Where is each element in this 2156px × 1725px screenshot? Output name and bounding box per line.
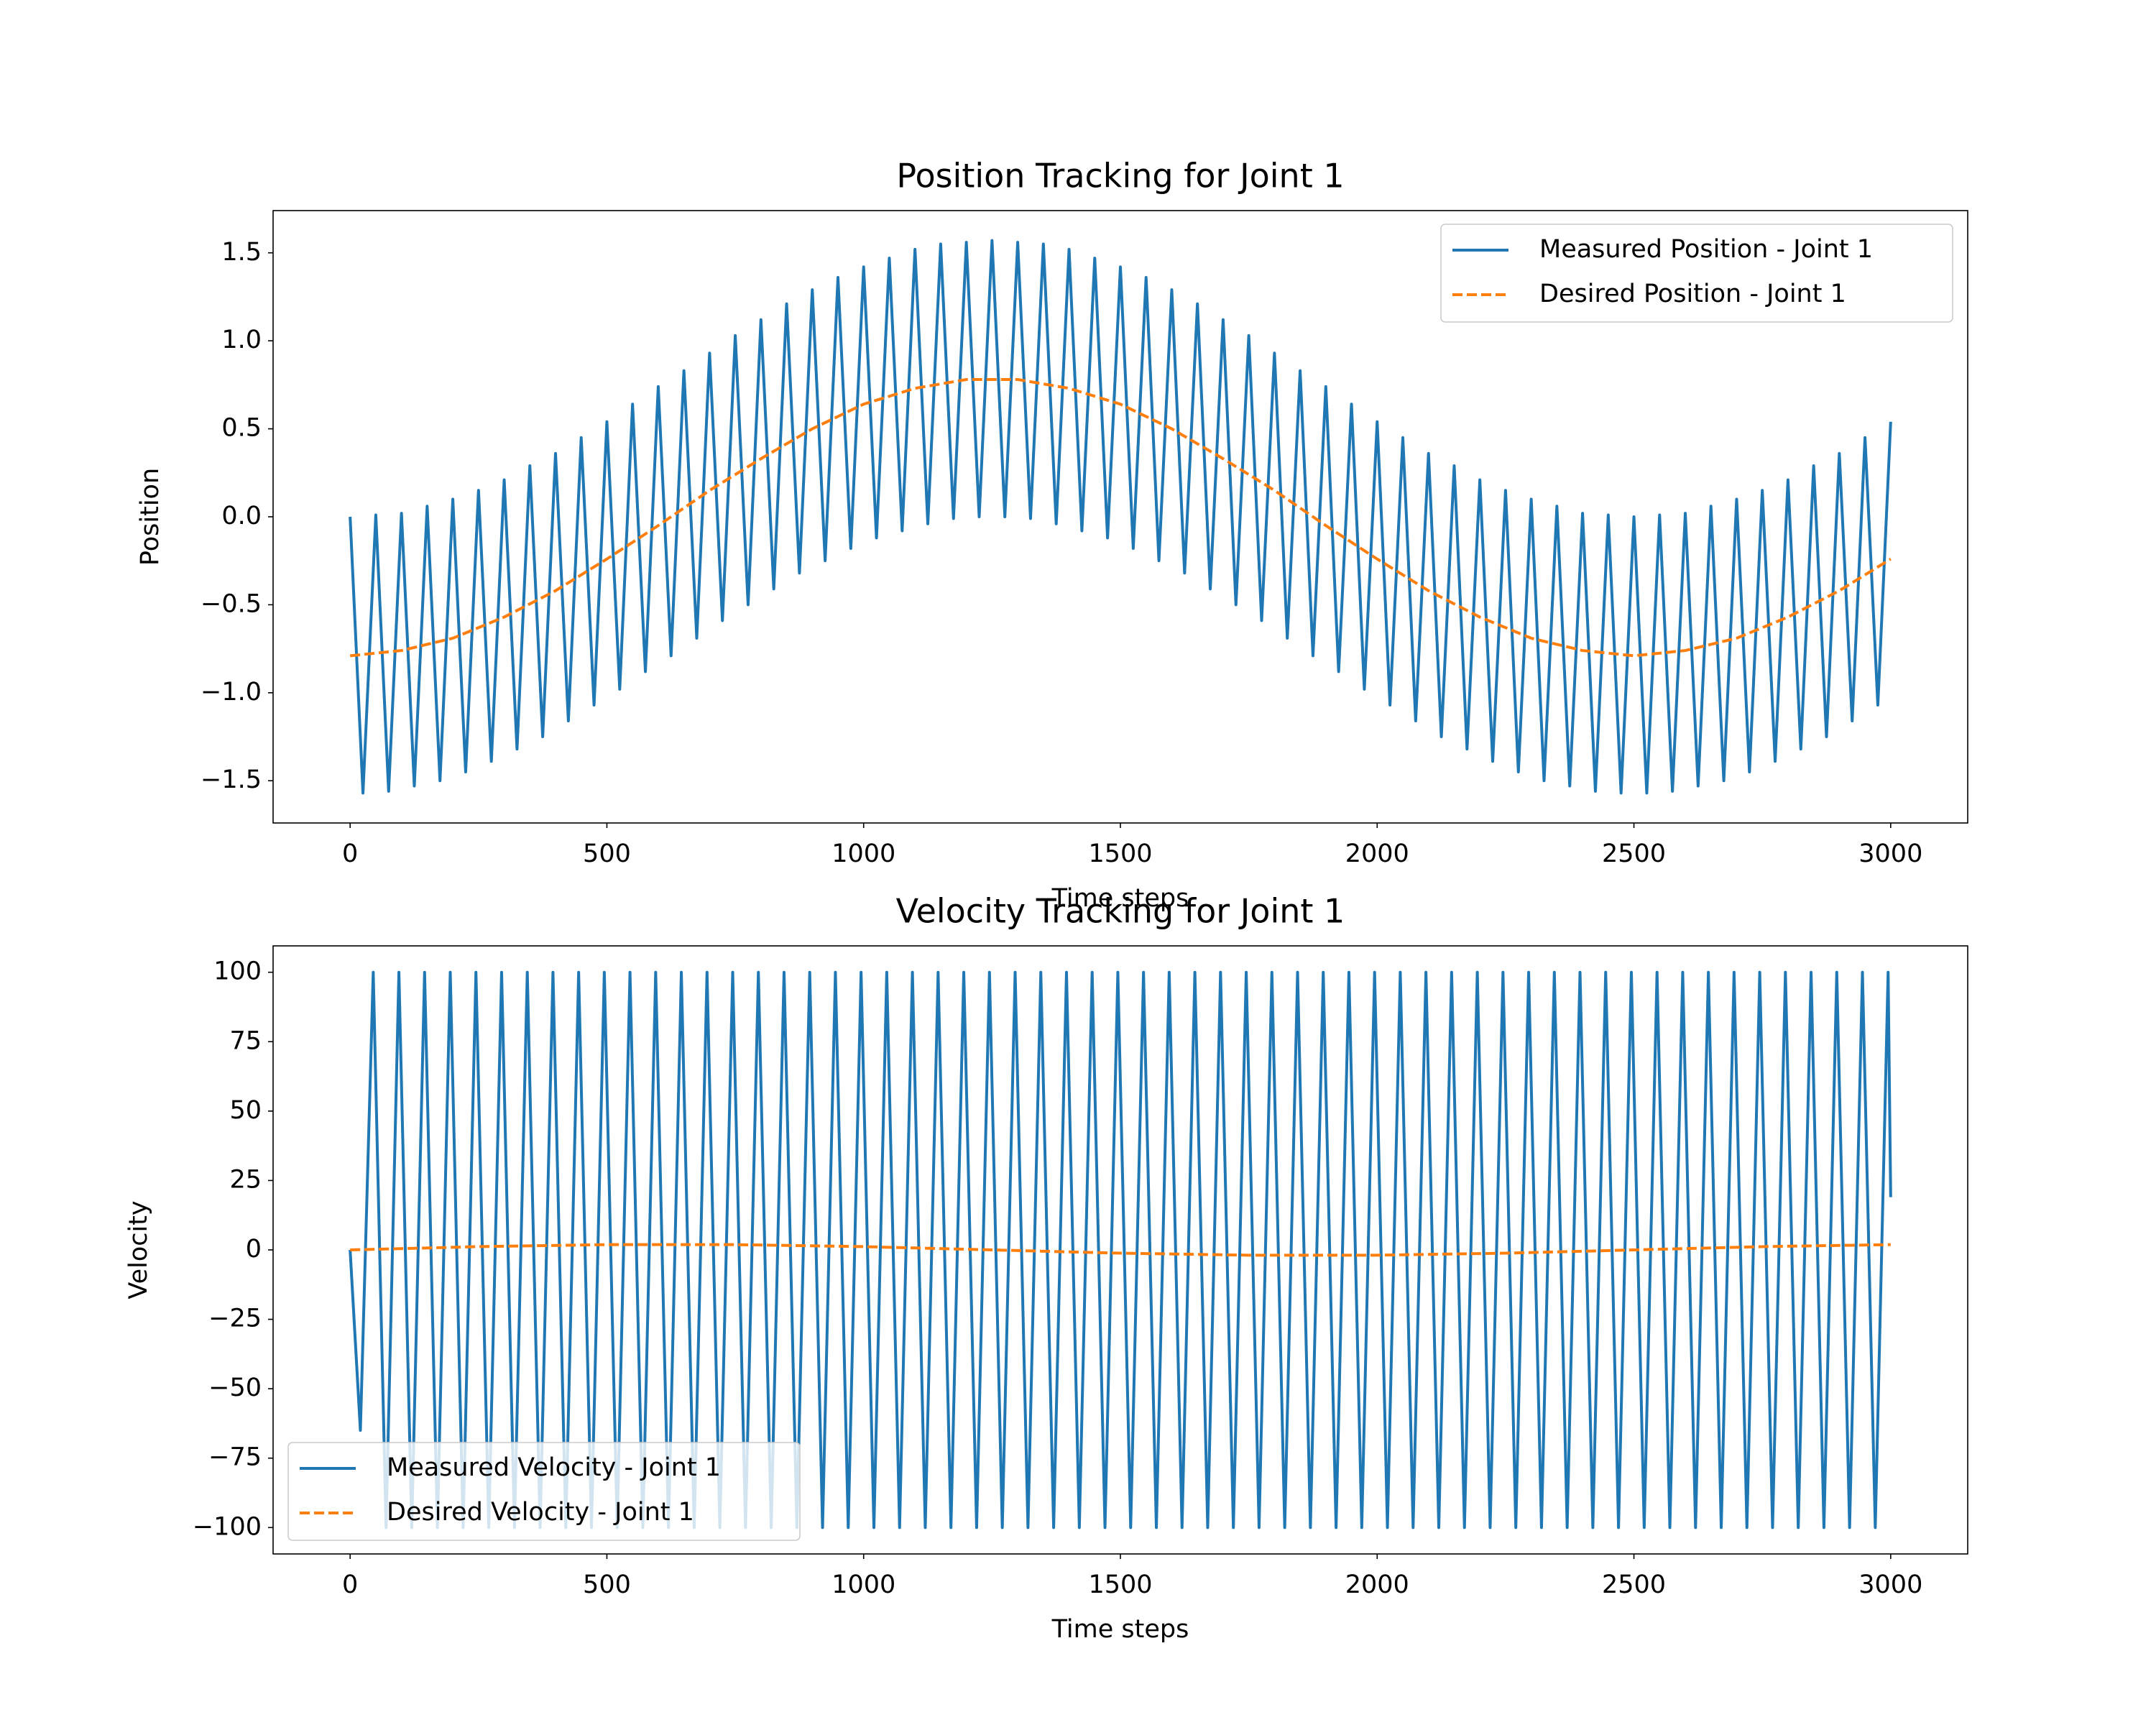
y-tick-label: 0.0 — [221, 502, 262, 530]
y-tick-label: 1.0 — [221, 326, 262, 354]
y-tick-label: −0.5 — [201, 589, 262, 618]
legend-label: Desired Velocity - Joint 1 — [387, 1498, 694, 1527]
plot-frame — [272, 210, 1968, 824]
x-axis-label: Time steps — [1051, 1615, 1189, 1644]
y-tick-label: −75 — [208, 1443, 262, 1472]
x-tick-label: 3000 — [1858, 1570, 1922, 1599]
x-tick-label: 1500 — [1088, 840, 1152, 868]
x-tick-label: 500 — [583, 840, 631, 868]
y-tick-label: −1.0 — [201, 678, 262, 707]
y-tick-label: 25 — [229, 1165, 262, 1194]
y-tick-label: −1.5 — [201, 765, 262, 794]
y-tick-label: −25 — [208, 1305, 262, 1333]
data-line — [349, 239, 1892, 795]
y-tick-label: 0.5 — [221, 414, 262, 443]
y-tick-label: 50 — [229, 1096, 262, 1125]
y-axis-label: Velocity — [124, 1200, 153, 1299]
legend-label: Measured Velocity - Joint 1 — [387, 1453, 721, 1482]
y-axis-label: Position — [136, 468, 165, 566]
data-line — [350, 1243, 1891, 1257]
y-tick-label: −50 — [208, 1374, 262, 1402]
x-tick-label: 1000 — [831, 1570, 895, 1599]
x-tick-label: 2500 — [1602, 1570, 1666, 1599]
data-line — [349, 378, 1892, 658]
legend-box — [1440, 224, 1953, 323]
y-tick-label: 100 — [213, 957, 262, 986]
x-axis-label: Time steps — [1051, 884, 1189, 913]
chart-title: Velocity Tracking for Joint 1 — [896, 892, 1345, 931]
x-tick-label: 2000 — [1345, 840, 1409, 868]
x-tick-label: 0 — [342, 1570, 358, 1599]
legend-label: Measured Position - Joint 1 — [1539, 235, 1873, 264]
y-tick-label: −100 — [193, 1512, 262, 1541]
data-line — [349, 970, 1892, 1530]
legend-box — [287, 1442, 801, 1541]
x-tick-label: 0 — [342, 840, 358, 868]
chart-title: Position Tracking for Joint 1 — [896, 157, 1344, 196]
y-tick-label: 1.5 — [221, 238, 262, 267]
y-tick-label: 0 — [246, 1235, 262, 1264]
y-tick-label: 75 — [229, 1026, 262, 1055]
x-tick-label: 1500 — [1088, 1570, 1152, 1599]
legend-label: Desired Position - Joint 1 — [1539, 280, 1846, 308]
plot-frame — [272, 945, 1968, 1555]
x-tick-label: 1000 — [831, 840, 895, 868]
x-tick-label: 2500 — [1602, 840, 1666, 868]
x-tick-label: 500 — [583, 1570, 631, 1599]
x-tick-label: 2000 — [1345, 1570, 1409, 1599]
x-tick-label: 3000 — [1858, 840, 1922, 868]
